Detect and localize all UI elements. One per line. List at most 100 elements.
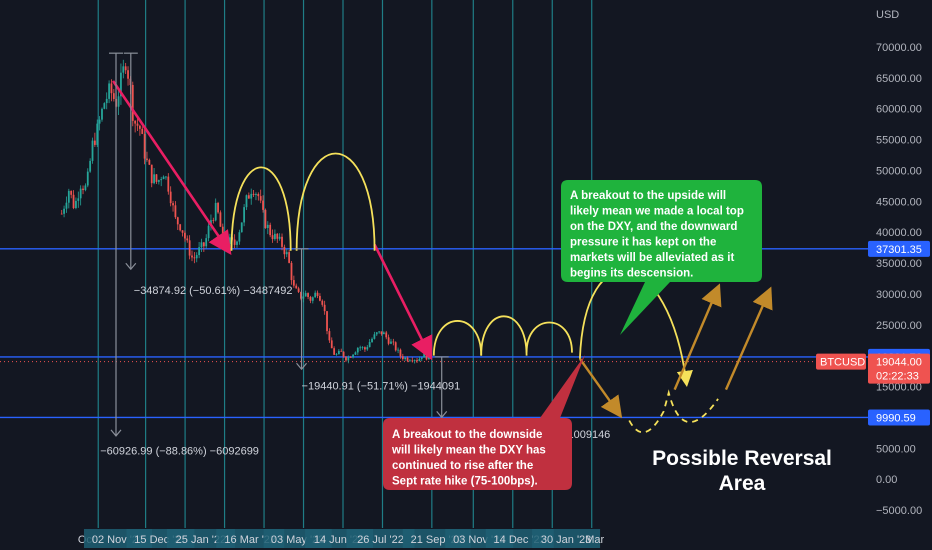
candle-body-121 bbox=[347, 357, 350, 361]
candle-body-6 bbox=[75, 200, 77, 209]
candle-body-130 bbox=[368, 342, 371, 348]
candle-body-129 bbox=[366, 347, 369, 350]
x-tick-4: 16 Mar '22 bbox=[224, 534, 276, 546]
countdown-label: 02:22:33 bbox=[876, 371, 919, 383]
x-tick-bg-11 bbox=[532, 529, 601, 548]
upside-annotation[interactable]: A breakout to the upside will likely mean… bbox=[561, 180, 762, 335]
candle-body-17 bbox=[101, 108, 103, 120]
candle-body-36 bbox=[146, 158, 148, 160]
level-badge-label-0: 37301.35 bbox=[876, 244, 922, 256]
candle-body-82 bbox=[255, 193, 257, 195]
downside-annotation[interactable]: A breakout to the downside will likely me… bbox=[383, 355, 585, 490]
arch-1[interactable] bbox=[230, 166, 292, 251]
downtrend-arrow-1[interactable] bbox=[111, 80, 232, 256]
last-price-badge bbox=[868, 353, 930, 384]
upside-text-line-0: A breakout to the upside will bbox=[570, 190, 726, 202]
candle-body-52 bbox=[183, 232, 186, 239]
candle-body-24 bbox=[117, 96, 120, 107]
candle-body-58 bbox=[198, 247, 201, 256]
candle-body-144 bbox=[401, 356, 404, 360]
candle-body-44 bbox=[165, 176, 167, 178]
x-tick-3: 25 Jan '22 bbox=[176, 534, 226, 546]
candle-body-141 bbox=[394, 342, 397, 351]
forecast-arrow-up-1[interactable] bbox=[673, 283, 722, 391]
candle-body-100 bbox=[297, 288, 300, 292]
candle-body-45 bbox=[167, 176, 170, 192]
downtrend-arrow-2[interactable] bbox=[373, 243, 433, 361]
symbol-badge bbox=[816, 353, 866, 370]
candle-body-103 bbox=[304, 293, 307, 297]
downside-callout-box bbox=[383, 355, 585, 490]
candle-body-110 bbox=[321, 300, 324, 305]
downside-text-line-0: A breakout to the downside bbox=[392, 429, 542, 441]
candle-body-95 bbox=[285, 252, 288, 255]
candle-body-140 bbox=[392, 341, 395, 343]
candle-body-42 bbox=[160, 179, 163, 181]
candle-body-30 bbox=[131, 84, 134, 121]
x-tick-bg-7 bbox=[346, 529, 415, 548]
candle-body-134 bbox=[378, 331, 381, 333]
upside-text-line-2: on the DXY, and the downward bbox=[570, 221, 737, 233]
arch-4[interactable] bbox=[480, 315, 528, 356]
candle-body-112 bbox=[326, 311, 328, 332]
y-tick-4: 50000.00 bbox=[876, 165, 922, 177]
candle-body-127 bbox=[361, 347, 364, 349]
candle-body-40 bbox=[155, 174, 158, 182]
candle-body-113 bbox=[328, 331, 331, 341]
measure-label-1: −19440.91 (−51.71%) −1944091 bbox=[302, 381, 461, 393]
x-tick-7: 26 Jul '22 bbox=[357, 534, 404, 546]
candle-body-93 bbox=[281, 236, 283, 247]
candle-body-16 bbox=[98, 119, 101, 124]
measure-cap-bottom-2 bbox=[436, 411, 448, 419]
reversal-dashed-curve[interactable] bbox=[628, 389, 719, 434]
candle-body-55 bbox=[191, 255, 193, 258]
candle-body-68 bbox=[221, 226, 224, 233]
candle-body-119 bbox=[342, 351, 345, 357]
candle-body-132 bbox=[373, 334, 376, 339]
arch-5[interactable] bbox=[525, 321, 573, 353]
candle-body-131 bbox=[371, 338, 373, 343]
arch-3[interactable] bbox=[432, 320, 483, 356]
y-tick-14: 0.00 bbox=[876, 474, 897, 486]
candle-body-0 bbox=[60, 213, 63, 215]
candle-body-77 bbox=[243, 207, 246, 223]
candle-body-37 bbox=[148, 159, 151, 165]
candle-body-13 bbox=[91, 140, 94, 161]
last-price-label: 19044.00 bbox=[876, 357, 922, 369]
forecast-arrow-up-2[interactable] bbox=[724, 286, 773, 391]
candle-body-15 bbox=[96, 123, 99, 145]
candle-body-143 bbox=[399, 349, 402, 357]
reversal-area-label: Possible Reversal Area bbox=[652, 447, 832, 495]
currency-label: USD bbox=[876, 9, 899, 21]
arch-2[interactable] bbox=[295, 152, 376, 251]
candle-body-22 bbox=[112, 93, 115, 99]
candle-body-41 bbox=[157, 180, 160, 182]
candle-body-70 bbox=[226, 241, 229, 245]
downside-text-line-1: will likely mean the DXY has bbox=[391, 445, 546, 457]
forecast-arrow-down[interactable] bbox=[578, 358, 623, 419]
reversal-text-line-1: Area bbox=[719, 472, 766, 495]
candle-body-88 bbox=[269, 224, 272, 236]
level-badge-0 bbox=[868, 240, 930, 257]
candle-body-3 bbox=[67, 190, 70, 203]
candle-body-81 bbox=[252, 193, 255, 195]
candle-body-5 bbox=[72, 194, 75, 209]
y-tick-2: 60000.00 bbox=[876, 104, 922, 116]
upside-text-line-4: markets will be alleviated as it bbox=[570, 252, 734, 264]
candle-body-146 bbox=[406, 357, 409, 361]
candle-body-122 bbox=[349, 357, 352, 358]
candle-body-117 bbox=[337, 350, 340, 355]
candle-body-102 bbox=[302, 296, 305, 299]
candle-body-67 bbox=[219, 212, 222, 227]
y-tick-13: 5000.00 bbox=[876, 443, 916, 455]
reversal-text-line-0: Possible Reversal bbox=[652, 447, 832, 470]
candle-body-1 bbox=[63, 208, 65, 214]
candle-body-149 bbox=[413, 360, 416, 361]
candle-body-7 bbox=[77, 198, 80, 201]
candle-body-138 bbox=[387, 337, 390, 344]
candle-body-114 bbox=[330, 340, 333, 349]
candle-body-91 bbox=[276, 233, 279, 239]
measure-cap-bottom-0 bbox=[125, 262, 137, 271]
level-badge-2 bbox=[868, 409, 930, 426]
